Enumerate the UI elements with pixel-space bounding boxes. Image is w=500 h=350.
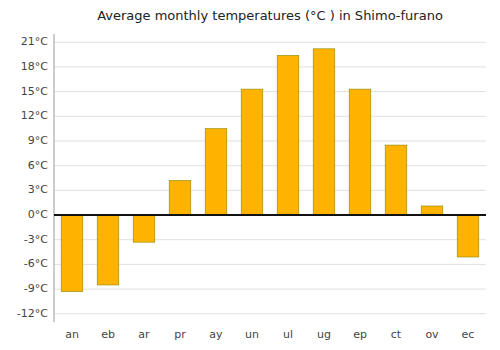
bar [97, 215, 119, 285]
bar [205, 129, 227, 215]
bar [277, 55, 299, 215]
x-tick-label: ug [317, 328, 331, 341]
x-tick-label: ul [283, 328, 293, 341]
x-tick-label: eb [101, 328, 115, 341]
title: Average monthly temperatures (°C ) in Sh… [97, 8, 443, 23]
bar [169, 180, 191, 215]
y-tick-label: -3°C [24, 233, 48, 246]
bar [457, 215, 479, 257]
x-tick-label: an [65, 328, 79, 341]
grid-line [54, 140, 486, 141]
bar [313, 49, 335, 215]
x-tick-label: ov [425, 328, 439, 341]
bar [133, 215, 155, 242]
y-tick-label: 3°C [28, 183, 48, 196]
y-tick-label: 9°C [28, 134, 48, 147]
y-tick-label: 15°C [21, 85, 48, 98]
grid-line [54, 313, 486, 314]
x-tick-label: ec [462, 328, 475, 341]
y-tick-label: -9°C [24, 282, 48, 295]
bar [421, 206, 443, 215]
y-tick-label: -12°C [17, 307, 48, 320]
x-tick-label: ay [209, 328, 223, 341]
zero-line [54, 214, 486, 216]
x-tick-label: pr [174, 328, 186, 341]
grid-line [54, 91, 486, 92]
grid-line [54, 289, 486, 290]
grid-line [54, 66, 486, 67]
chart: Average monthly temperatures (°C ) in Sh… [0, 0, 500, 350]
y-tick-label: 0°C [28, 208, 48, 221]
y-tick-label: 21°C [21, 35, 48, 48]
y-tick-label: 18°C [21, 60, 48, 73]
x-tick-label: ct [391, 328, 402, 341]
grid-line [54, 42, 486, 43]
bar [349, 89, 371, 215]
x-tick-label: un [245, 328, 259, 341]
grid [54, 42, 486, 314]
x-tick-label: ep [353, 328, 367, 341]
y-tick-label: -6°C [24, 257, 48, 270]
bar [61, 215, 83, 292]
chart-container: Average monthly temperatures (°C ) in Sh… [0, 0, 500, 350]
y-axis-line [54, 34, 55, 322]
y-tick-label: 12°C [21, 109, 48, 122]
grid-line [54, 215, 486, 216]
bar [241, 89, 263, 215]
x-axis-ticks: an eb ar pr ay un ul ug ep ct ov ec [65, 328, 474, 341]
bars [61, 49, 479, 292]
bar [385, 145, 407, 215]
x-tick-label: ar [138, 328, 150, 341]
grid-line [54, 190, 486, 191]
y-tick-label: 6°C [28, 159, 48, 172]
grid-line [54, 116, 486, 117]
y-axis-ticks: -12°C -9°C -6°C -3°C 0°C 3°C 6°C 9°C 12°C 15°C 18°… [17, 35, 48, 320]
grid-line [54, 165, 486, 166]
